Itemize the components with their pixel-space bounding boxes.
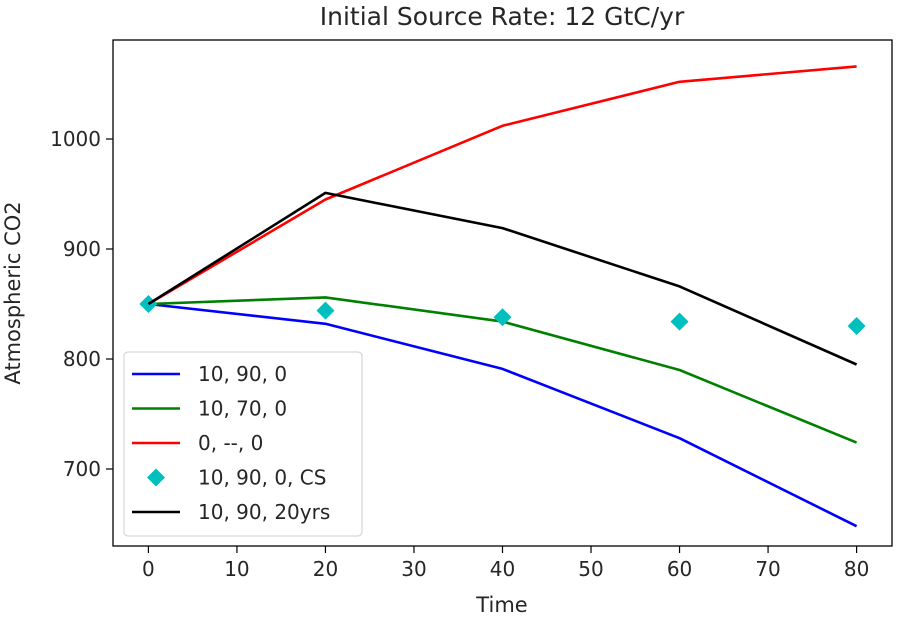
legend-label: 0, --, 0 bbox=[198, 431, 263, 455]
series-3-point bbox=[493, 308, 512, 327]
x-axis-label: Time bbox=[475, 593, 527, 617]
x-tick-label: 50 bbox=[578, 557, 603, 581]
y-tick-label: 900 bbox=[63, 237, 101, 261]
legend: 10, 90, 0 10, 70, 0 0, --, 0 10, 90, 0, CS 1… bbox=[123, 351, 363, 537]
legend-label: 10, 70, 0 bbox=[198, 397, 287, 421]
chart-title: Initial Source Rate: 12 GtC/yr bbox=[320, 2, 685, 31]
x-tick-label: 10 bbox=[224, 557, 249, 581]
x-tick-label: 40 bbox=[490, 557, 515, 581]
series-3-point bbox=[316, 301, 335, 320]
legend-label: 10, 90, 20yrs bbox=[198, 500, 330, 524]
series-3-point bbox=[847, 317, 866, 335]
axes-frame bbox=[112, 39, 893, 547]
x-tick-label: 30 bbox=[401, 557, 426, 581]
legend-box bbox=[123, 351, 363, 537]
legend-marker bbox=[147, 468, 165, 487]
legend-label: 10, 90, 0 bbox=[198, 362, 287, 386]
y-tick-label: 1000 bbox=[50, 127, 101, 151]
x-tick-label: 70 bbox=[755, 557, 780, 581]
y-tick-label: 800 bbox=[63, 347, 101, 371]
series-0-line bbox=[148, 302, 858, 528]
x-tick-label: 60 bbox=[667, 557, 692, 581]
series-3-point bbox=[670, 312, 689, 331]
ticks: 0 10 20 30 40 50 60 70 80 700 800 900 1000 bbox=[50, 127, 869, 581]
x-tick-label: 80 bbox=[844, 557, 869, 581]
x-tick-label: 0 bbox=[142, 557, 155, 581]
plot-area bbox=[139, 65, 866, 528]
series-4-line bbox=[147, 191, 858, 366]
y-tick-label: 700 bbox=[63, 457, 101, 481]
series-2-line bbox=[147, 65, 857, 306]
legend-label: 10, 90, 0, CS bbox=[198, 466, 326, 490]
x-tick-label: 20 bbox=[313, 557, 338, 581]
y-axis-label: Atmospheric CO2 bbox=[1, 201, 25, 384]
